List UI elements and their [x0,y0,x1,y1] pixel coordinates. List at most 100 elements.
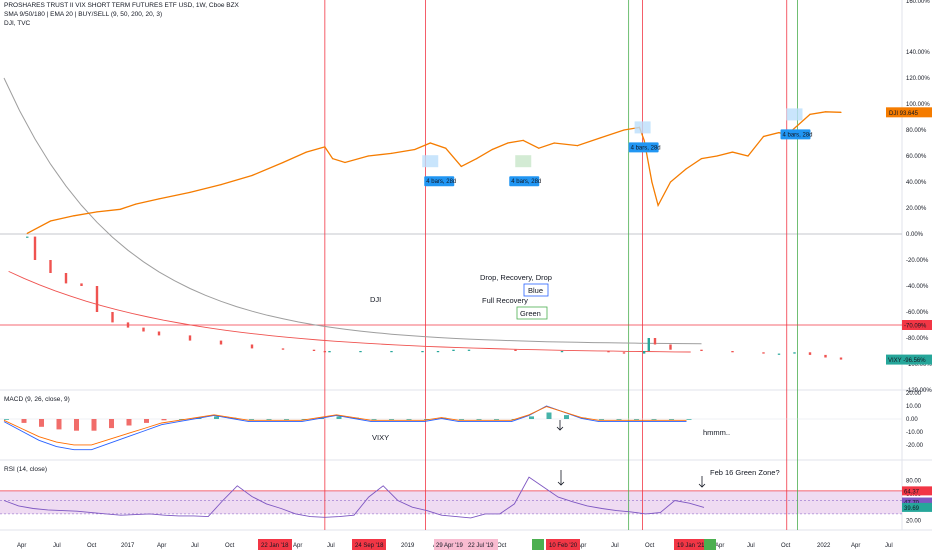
vixy-candle [359,351,362,353]
macd-legend[interactable]: MACD (9, 26, close, 9) [4,396,70,403]
vixy-candle [421,351,424,353]
vixy-candle [26,236,29,238]
macd-tick-label: 20.00 [906,391,922,397]
vixy-candle [824,354,827,358]
y-tick-label: -60.00% [906,310,929,316]
macd-histogram-bar [494,419,499,420]
date-marker-text: 19 Jan '21 [677,543,705,549]
vixy-candle [777,353,781,355]
rsi-legend[interactable]: RSI (14, close) [4,466,47,473]
x-tick-label: Apr [851,543,860,549]
dji-point [251,174,253,177]
dji-point [643,139,645,141]
macd-histogram-bar [214,416,219,419]
x-tick-label: 2022 [817,543,831,549]
macd-histogram-bar [74,419,79,431]
dji-price-tag [886,107,932,118]
x-tick-label: 2019 [401,543,415,549]
macd-histogram-bar [126,419,132,426]
x-tick-label: Jul [885,543,893,549]
dji-point [657,204,659,206]
annotation-vixy: VIXY [372,433,389,442]
dji-point [73,215,75,217]
y-tick-label: -120.00% [906,388,932,394]
macd-histogram-bar [56,419,62,430]
indicator-legend[interactable]: SMA 9/50/180 | EMA 20 | BUY/SELL (9, 50,… [4,11,163,18]
blue-box [523,283,549,297]
macd-histogram-bar [266,419,272,420]
vixy-candle [111,312,114,323]
date-marker-tag [674,539,708,550]
annotation-blue: Blue [528,286,543,295]
dji-point [445,147,447,149]
dji-price-tag-text: DJI 93.645 [889,111,919,117]
macd-histogram-bar [39,419,44,427]
dji-point [414,148,416,151]
date-marker-text: 22 Jan '18 [261,543,289,549]
projection-label: 4 bars, 28d [426,179,456,185]
macd-histogram-bar [564,415,569,419]
x-tick-label: Oct [225,543,235,549]
green-zone-tag [532,539,544,550]
symbol-title[interactable]: PROSHARES TRUST II VIX SHORT TERM FUTURE… [4,2,239,9]
dji-point [685,168,687,170]
vixy-price-tag-text: VIXY -96.56% [888,358,926,364]
date-marker-text: 29 Apr '19 [436,543,463,549]
vixy-candle [514,349,517,351]
x-tick-label: Jul [191,543,199,549]
vixy-candle [323,351,327,353]
x-tick-label: Oct [497,543,507,549]
dji-point [344,161,346,164]
x-tick-label: Jul [611,543,619,549]
annotation-arrowhead [698,483,706,488]
sma-long-line [3,77,702,345]
annotation-green: Green [520,309,541,318]
macd-histogram-bar [634,419,639,420]
macd-histogram-bar [21,419,27,423]
vixy-price-tag [886,354,932,365]
vixy-candle [80,283,83,286]
vixy-candle [560,351,564,353]
macd-histogram-bar [476,419,482,420]
dji-point [553,142,555,144]
ema-line [8,270,691,353]
rsi-line [3,476,705,519]
macd-histogram-bar [686,419,692,420]
x-tick-label: Oct [645,543,655,549]
dji-point [324,146,326,148]
rsi-value-tag-text: 39.69 [904,506,920,512]
x-tick-label: Apr [715,543,724,549]
macd-histogram-bar [651,419,657,420]
annotation-feb16: Feb 16 Green Zone? [710,468,780,477]
annotation-arrowhead [556,426,564,431]
projection-label-box [424,176,455,187]
dji-point [731,151,734,153]
x-tick-label: Jul [327,543,335,549]
macd-histogram-bar [161,419,167,421]
macd-histogram-bar [389,419,394,420]
rsi-value-tag [902,486,932,496]
projection-label-box [780,129,811,140]
projection-zone [634,121,651,134]
vixy-candle [793,352,796,354]
rsi-tick-label: 20.00 [906,519,922,525]
vixy-candle [700,349,703,351]
compare-legend[interactable]: DJI, TVC [4,20,31,27]
x-tick-label: Oct [781,543,791,549]
dji-point [651,181,653,183]
macd-tick-label: -10.00 [906,430,924,436]
x-tick-label: Apr [577,543,586,549]
projection-label-box [628,142,659,153]
macd-histogram-bar [599,419,604,420]
y-tick-label: 20.00% [906,206,927,212]
macd-line [3,405,687,451]
x-tick-label: Oct [87,543,97,549]
macd-histogram-bar [91,419,97,431]
dji-point [460,165,462,167]
macd-tick-label: -20.00 [906,443,924,449]
x-tick-label: Apr [157,543,166,549]
vixy-candle [126,322,130,328]
date-marker-text: 24 Sep '18 [355,543,384,549]
